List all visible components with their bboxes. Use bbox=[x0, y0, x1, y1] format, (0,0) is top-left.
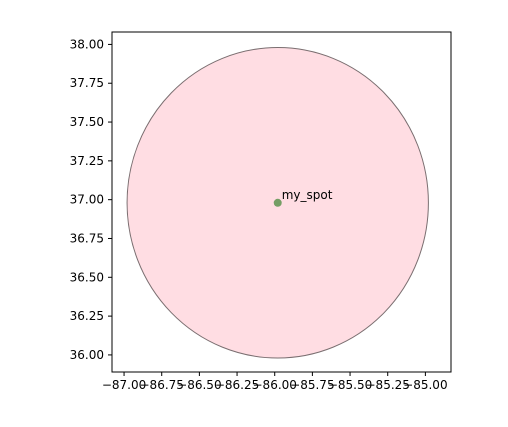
y-tick-label: 37.75 bbox=[70, 76, 104, 90]
plot-area: my_spot bbox=[126, 47, 429, 359]
axes-frame bbox=[111, 31, 452, 373]
x-tick-label: −85.00 bbox=[403, 378, 447, 392]
y-tick-label: 37.50 bbox=[70, 115, 104, 129]
x-tick-label: −85.75 bbox=[290, 378, 334, 392]
data-point bbox=[273, 198, 282, 207]
y-tick-label: 37.25 bbox=[70, 154, 104, 168]
y-tick-label: 37.00 bbox=[70, 193, 104, 207]
y-tick-label: 36.25 bbox=[70, 309, 104, 323]
x-tick-label: −86.25 bbox=[215, 378, 259, 392]
x-tick-label: −86.75 bbox=[140, 378, 184, 392]
y-tick-label: 36.75 bbox=[70, 231, 104, 245]
y-tick-label: 36.00 bbox=[70, 348, 104, 362]
y-tick-label: 38.00 bbox=[70, 37, 104, 51]
x-tick-label: −87.00 bbox=[102, 378, 146, 392]
x-tick-label: −85.50 bbox=[328, 378, 372, 392]
x-tick-label: −86.50 bbox=[177, 378, 221, 392]
tick-group: −87.00−86.75−86.50−86.25−86.00−85.75−85.… bbox=[70, 37, 448, 392]
y-tick-label: 36.50 bbox=[70, 270, 104, 284]
x-tick-label: −85.25 bbox=[366, 378, 410, 392]
x-tick-label: −86.00 bbox=[253, 378, 297, 392]
point-label: my_spot bbox=[282, 188, 333, 202]
